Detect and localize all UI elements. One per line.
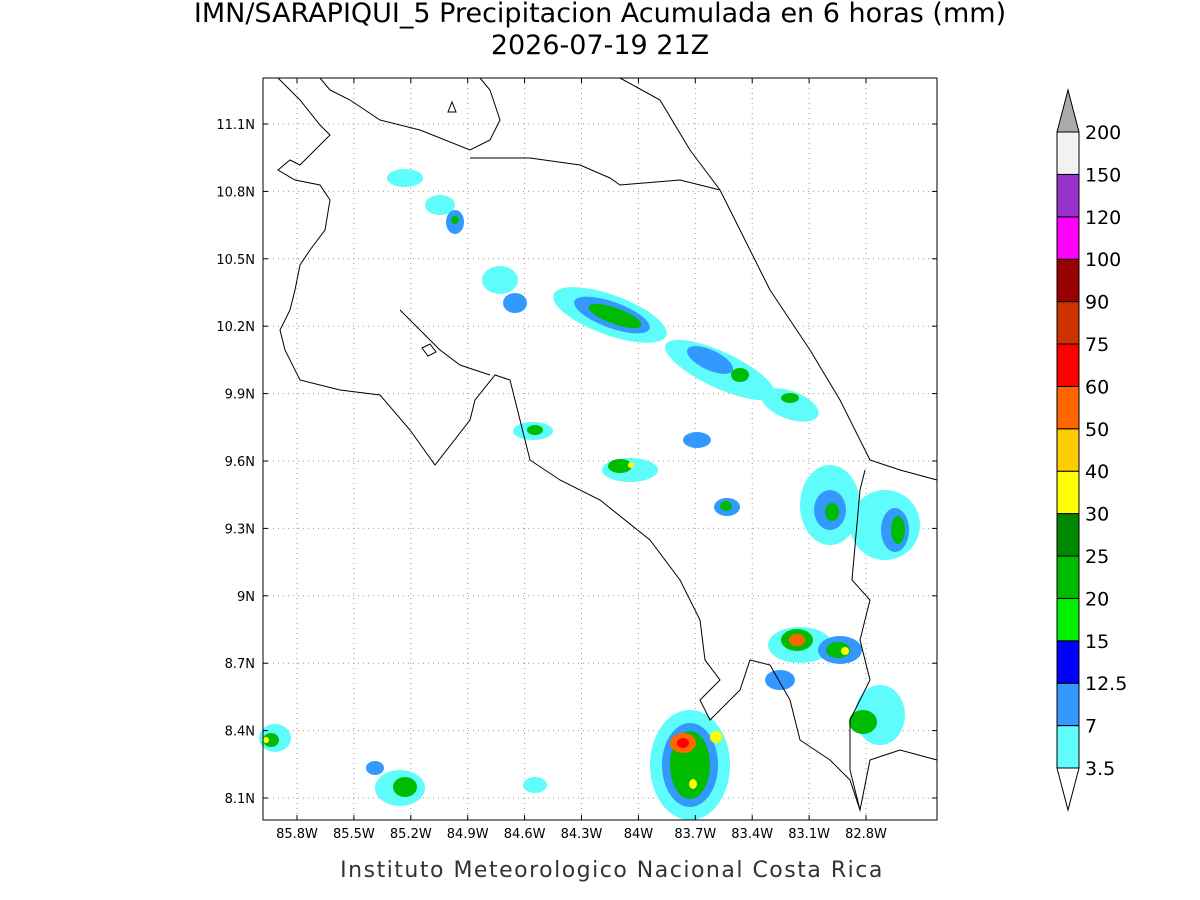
- colorbar-label: 3.5: [1085, 758, 1115, 780]
- colorbar-above: [1056, 88, 1080, 133]
- map-frame: [262, 77, 938, 821]
- colorbar-box: [1056, 725, 1080, 769]
- colorbar-box: [1056, 385, 1080, 430]
- colorbar-label: 50: [1085, 419, 1109, 441]
- colorbar-box: [1056, 555, 1080, 599]
- grid: [263, 78, 937, 820]
- colorbar-label: 20: [1085, 588, 1109, 610]
- lat-tick-label: 9N: [237, 590, 255, 605]
- lat-tick-label: 9.9N: [225, 388, 255, 403]
- lon-tick-label: 83.1W: [788, 827, 830, 842]
- colorbar-label: 25: [1085, 546, 1109, 568]
- coastlines: [277, 77, 938, 812]
- colorbar-box: [1056, 640, 1080, 684]
- lat-tick-label: 8.4N: [225, 725, 255, 740]
- lat-tick-label: 10.8N: [216, 185, 255, 200]
- colorbar-below: [1056, 767, 1080, 812]
- colorbar-box: [1056, 258, 1080, 303]
- lon-tick-label: 85.2W: [390, 827, 432, 842]
- colorbar-label: 75: [1085, 334, 1109, 356]
- lat-tick-label: 10.2N: [216, 320, 255, 335]
- lat-tick-label: 9.3N: [225, 522, 255, 537]
- colorbar-label: 120: [1085, 207, 1121, 229]
- colorbar-label: 150: [1085, 164, 1121, 186]
- colorbar-box: [1056, 173, 1080, 218]
- colorbar-box: [1056, 301, 1080, 345]
- colorbar-label: 100: [1085, 249, 1121, 271]
- colorbar-box: [1056, 597, 1080, 642]
- title: IMN/SARAPIQUI_5 Precipitacion Acumulada …: [194, 0, 1006, 29]
- colorbar-label: 40: [1085, 461, 1109, 483]
- colorbar-box: [1056, 216, 1080, 260]
- colorbar-box: [1056, 470, 1080, 515]
- colorbar-label: 7: [1085, 716, 1097, 738]
- colorbar-label: 200: [1085, 122, 1121, 144]
- colorbar-box: [1056, 131, 1080, 175]
- lat-tick-label: 10.5N: [216, 253, 255, 268]
- colorbar-label: 30: [1085, 504, 1109, 526]
- subtitle: 2026-07-19 21Z: [491, 30, 709, 61]
- colorbar-box: [1056, 428, 1080, 472]
- lon-tick-label: 83.4W: [731, 827, 773, 842]
- colorbar-box: [1056, 343, 1080, 387]
- lat-tick-label: 9.6N: [225, 455, 255, 470]
- lat-tick-label: 8.7N: [225, 657, 255, 672]
- lon-tick-label: 83.7W: [674, 827, 716, 842]
- lon-tick-label: 84.6W: [504, 827, 546, 842]
- colorbar: 3.5 7 12.5 15 20 25 30 40 50 60 75 90 100 120 150 200: [1056, 88, 1127, 812]
- colorbar-label: 90: [1085, 292, 1109, 314]
- lon-tick-label: 85.5W: [333, 827, 375, 842]
- colorbar-label: 60: [1085, 376, 1109, 398]
- lon-tick-label: 82.8W: [845, 827, 887, 842]
- lon-tick-label: 84W: [624, 827, 654, 842]
- colorbar-box: [1056, 513, 1080, 557]
- lon-tick-label: 85.8W: [276, 827, 318, 842]
- colorbar-label: 12.5: [1085, 673, 1127, 695]
- precipitation: [259, 169, 920, 820]
- footer: Instituto Meteorologico Nacional Costa R…: [340, 858, 884, 883]
- lat-tick-label: 8.1N: [225, 792, 255, 807]
- lat-tick-label: 11.1N: [216, 118, 255, 133]
- lon-tick-label: 84.3W: [561, 827, 603, 842]
- colorbar-box: [1056, 682, 1080, 727]
- colorbar-label: 15: [1085, 631, 1109, 653]
- lon-tick-label: 84.9W: [447, 827, 489, 842]
